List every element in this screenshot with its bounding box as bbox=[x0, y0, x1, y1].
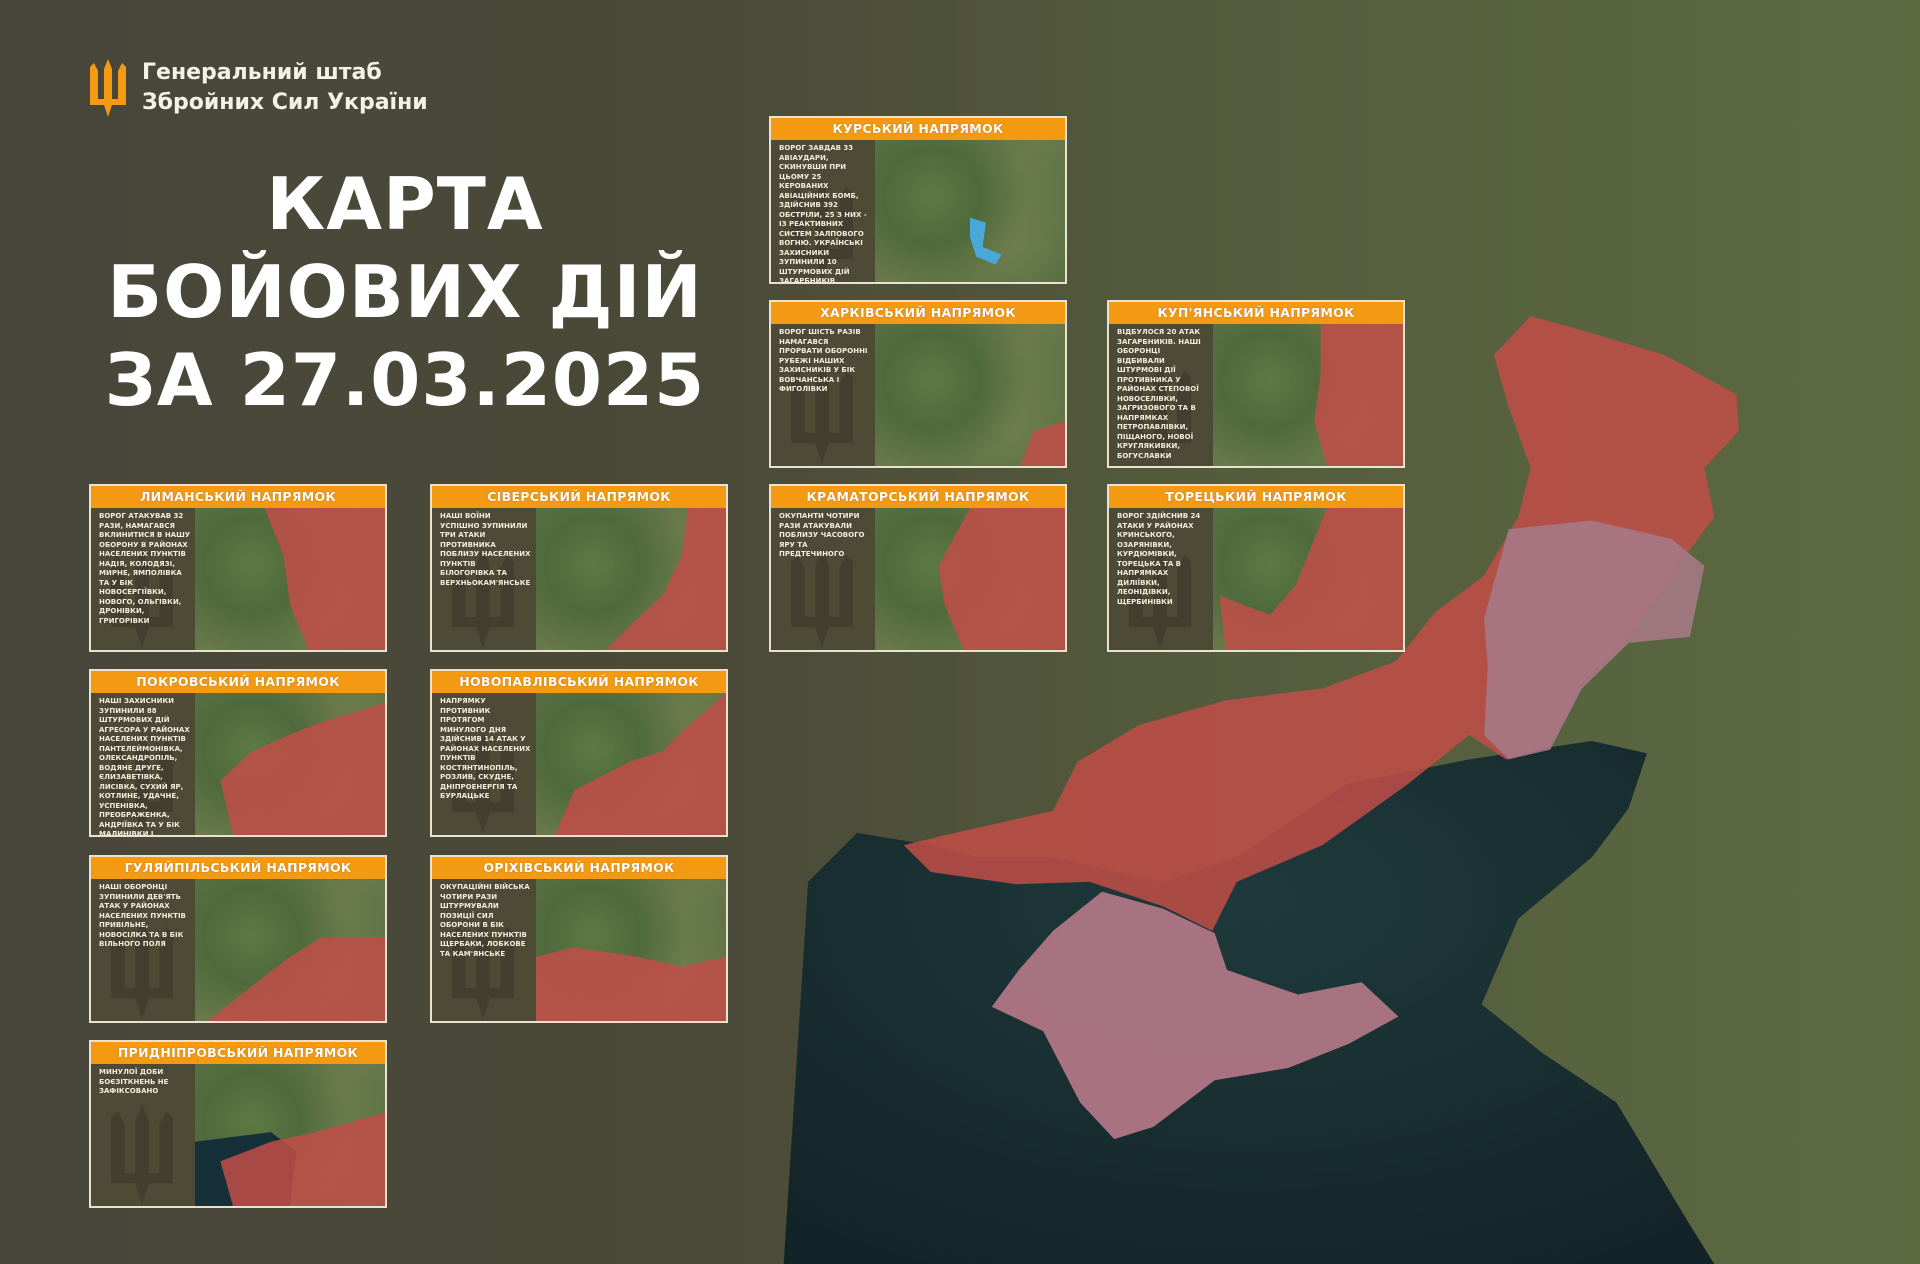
panel-map-inset bbox=[195, 693, 385, 835]
panel-summary: Ворог завдав 33 авіаудари, скинувши при … bbox=[771, 140, 875, 282]
panel-title: СІВЕРСЬКИЙ НАПРЯМОК bbox=[432, 486, 726, 508]
occupied-area bbox=[1314, 324, 1403, 466]
trident-watermark-icon bbox=[451, 919, 515, 1019]
panel-map-inset bbox=[536, 879, 726, 1021]
panel-summary-text: Окупанти чотири рази атакували поблизу Ч… bbox=[779, 512, 865, 558]
occupied-area bbox=[1020, 421, 1065, 466]
trident-watermark-icon bbox=[790, 548, 854, 648]
panel-title: ХАРКІВСЬКИЙ НАПРЯМОК bbox=[771, 302, 1065, 324]
org-name-line1: Генеральний штаб bbox=[142, 60, 382, 85]
direction-panel: ПОКРОВСЬКИЙ НАПРЯМОК Наші захисники зупи… bbox=[89, 669, 387, 837]
panel-summary-text: Окупаційні війська чотири рази штурмувал… bbox=[440, 883, 530, 958]
direction-panel: КУРСЬКИЙ НАПРЯМОК Ворог завдав 33 авіауд… bbox=[769, 116, 1067, 284]
occupied-area bbox=[938, 508, 1065, 650]
title-line-2: БОЙОВИХ ДІЙ bbox=[107, 250, 703, 334]
trident-watermark-icon bbox=[110, 919, 174, 1019]
occupied-crimea bbox=[991, 891, 1399, 1140]
direction-panel: ГУЛЯЙПІЛЬСЬКИЙ НАПРЯМОК Наші оборонці зу… bbox=[89, 855, 387, 1023]
panel-map-inset bbox=[1213, 508, 1403, 650]
occupied-area bbox=[555, 693, 726, 835]
panel-map-inset bbox=[875, 508, 1065, 650]
title-line-1: КАРТА bbox=[266, 162, 544, 246]
panel-map-inset bbox=[536, 508, 726, 650]
panel-summary: Окупанти чотири рази атакували поблизу Ч… bbox=[771, 508, 875, 650]
direction-panel: ЛИМАНСЬКИЙ НАПРЯМОК Ворог атакував 32 ра… bbox=[89, 484, 387, 652]
page-title: КАРТА БОЙОВИХ ДІЙ ЗА 27.03.2025 bbox=[90, 160, 720, 424]
panel-map-inset bbox=[195, 1064, 385, 1206]
panel-summary-text: Відбулося 20 атак загарбників. Наші обор… bbox=[1117, 328, 1201, 460]
panel-summary-text: Ворог атакував 32 рази, намагався вклини… bbox=[99, 512, 191, 625]
trident-watermark-icon bbox=[110, 1104, 174, 1204]
general-staff-logo: Генеральний штаб Збройних Сил України bbox=[88, 58, 428, 118]
direction-panel: ПРИДНІПРОВСЬКИЙ НАПРЯМОК Минулої доби бо… bbox=[89, 1040, 387, 1208]
panel-title: ПРИДНІПРОВСЬКИЙ НАПРЯМОК bbox=[91, 1042, 385, 1064]
trident-watermark-icon bbox=[790, 180, 854, 280]
direction-panel: КРАМАТОРСЬКИЙ НАПРЯМОК Окупанти чотири р… bbox=[769, 484, 1067, 652]
occupied-area bbox=[264, 508, 385, 650]
direction-panel: КУП'ЯНСЬКИЙ НАПРЯМОК Відбулося 20 атак з… bbox=[1107, 300, 1405, 468]
trident-watermark-icon bbox=[110, 733, 174, 833]
org-name-line2: Збройних Сил України bbox=[142, 90, 428, 115]
panel-summary: Минулої доби боєзіткнень не зафіксовано bbox=[91, 1064, 195, 1206]
trident-watermark-icon bbox=[451, 548, 515, 648]
panel-map-inset bbox=[1213, 324, 1403, 466]
panel-summary: Відбулося 20 атак загарбників. Наші обор… bbox=[1109, 324, 1213, 466]
title-line-3-date: ЗА 27.03.2025 bbox=[104, 338, 706, 422]
direction-panel: ХАРКІВСЬКИЙ НАПРЯМОК Ворог шість разів н… bbox=[769, 300, 1067, 468]
occupied-area bbox=[605, 508, 726, 650]
panel-summary: Наші захисники зупинили 88 штурмових дій… bbox=[91, 693, 195, 835]
panel-summary-text: Напрямку противник протягом минулого дня… bbox=[440, 697, 531, 800]
panel-summary-text: Ворог шість разів намагався прорвати обо… bbox=[779, 328, 868, 393]
panel-title: КУП'ЯНСЬКИЙ НАПРЯМОК bbox=[1109, 302, 1403, 324]
panel-title: ГУЛЯЙПІЛЬСЬКИЙ НАПРЯМОК bbox=[91, 857, 385, 879]
panel-summary: Напрямку противник протягом минулого дня… bbox=[432, 693, 536, 835]
panel-summary: Ворог шість разів намагався прорвати обо… bbox=[771, 324, 875, 466]
panel-title: ОРІХІВСЬКИЙ НАПРЯМОК bbox=[432, 857, 726, 879]
panel-summary: Наші оборонці зупинили дев'ять атак у ра… bbox=[91, 879, 195, 1021]
trident-icon bbox=[90, 59, 126, 117]
panel-title: ПОКРОВСЬКИЙ НАПРЯМОК bbox=[91, 671, 385, 693]
occupied-before-2022-donetsk bbox=[1484, 520, 1705, 760]
direction-panel: НОВОПАВЛІВСЬКИЙ НАПРЯМОК Напрямку против… bbox=[430, 669, 728, 837]
trident-watermark-icon bbox=[1128, 548, 1192, 648]
trident-watermark-icon bbox=[790, 364, 854, 464]
panel-map-inset bbox=[875, 140, 1065, 282]
panel-map-inset bbox=[195, 879, 385, 1021]
occupied-territory bbox=[903, 316, 1739, 931]
reservoir bbox=[970, 217, 1002, 265]
occupied-area bbox=[1219, 508, 1403, 650]
panel-map-inset bbox=[875, 324, 1065, 466]
occupied-area bbox=[207, 937, 385, 1021]
panel-summary-text: Наші захисники зупинили 88 штурмових дій… bbox=[99, 697, 190, 837]
occupied-area bbox=[536, 947, 726, 1021]
occupied-area bbox=[220, 1112, 385, 1206]
trident-watermark-icon bbox=[1128, 364, 1192, 464]
trident-watermark-icon bbox=[451, 733, 515, 833]
panel-title: НОВОПАВЛІВСЬКИЙ НАПРЯМОК bbox=[432, 671, 726, 693]
direction-panel: СІВЕРСЬКИЙ НАПРЯМОК Наші воїни успішно з… bbox=[430, 484, 728, 652]
panel-summary-text: Наші воїни успішно зупинили три атаки пр… bbox=[440, 512, 531, 587]
panel-summary: Ворог атакував 32 рази, намагався вклини… bbox=[91, 508, 195, 650]
panel-title: ЛИМАНСЬКИЙ НАПРЯМОК bbox=[91, 486, 385, 508]
panel-summary-text: Ворог завдав 33 авіаудари, скинувши при … bbox=[779, 144, 867, 284]
direction-panel: ТОРЕЦЬКИЙ НАПРЯМОК Ворог здійснив 24 ата… bbox=[1107, 484, 1405, 652]
panel-map-inset bbox=[536, 693, 726, 835]
occupied-area bbox=[220, 702, 385, 835]
panel-map-inset bbox=[195, 508, 385, 650]
panel-summary: Наші воїни успішно зупинили три атаки пр… bbox=[432, 508, 536, 650]
panel-title: КРАМАТОРСЬКИЙ НАПРЯМОК bbox=[771, 486, 1065, 508]
panel-title: ТОРЕЦЬКИЙ НАПРЯМОК bbox=[1109, 486, 1403, 508]
direction-panel: ОРІХІВСЬКИЙ НАПРЯМОК Окупаційні війська … bbox=[430, 855, 728, 1023]
panel-summary-text: Минулої доби боєзіткнень не зафіксовано bbox=[99, 1068, 169, 1095]
panel-summary: Ворог здійснив 24 атаки у районах Кринсь… bbox=[1109, 508, 1213, 650]
trident-watermark-icon bbox=[110, 548, 174, 648]
panel-summary: Окупаційні війська чотири рази штурмувал… bbox=[432, 879, 536, 1021]
panel-summary-text: Ворог здійснив 24 атаки у районах Кринсь… bbox=[1117, 512, 1201, 606]
panel-title: КУРСЬКИЙ НАПРЯМОК bbox=[771, 118, 1065, 140]
panel-summary-text: Наші оборонці зупинили дев'ять атак у ра… bbox=[99, 883, 186, 948]
